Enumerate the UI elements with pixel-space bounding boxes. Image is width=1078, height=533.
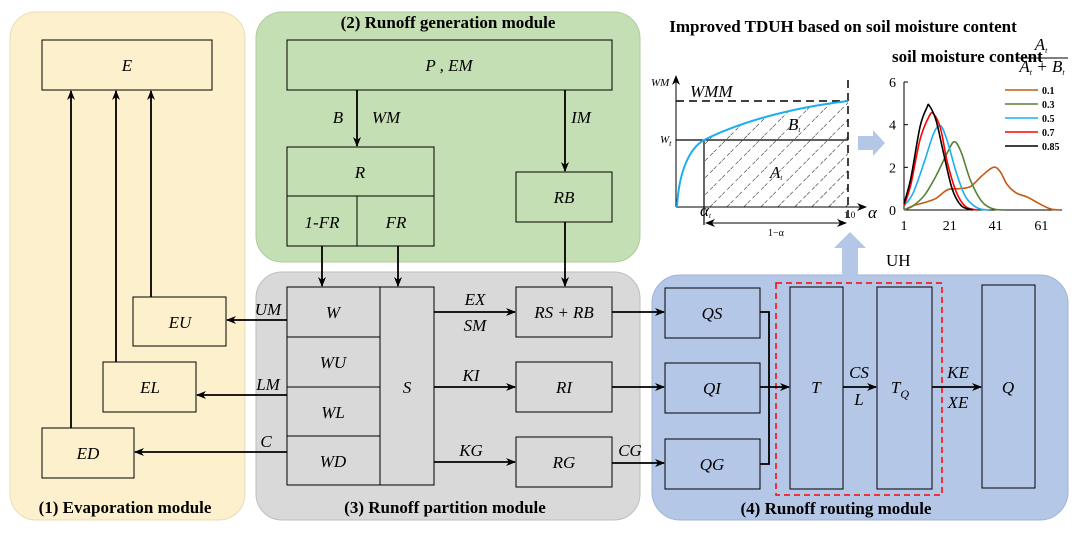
label-IM: IM bbox=[570, 108, 592, 127]
box-QG bbox=[664, 438, 761, 490]
series-line-0.5 bbox=[903, 124, 989, 211]
y-tick-label: 6 bbox=[889, 76, 896, 91]
label-RB: RB bbox=[553, 188, 575, 207]
at-label: At bbox=[769, 163, 783, 182]
label-S: S bbox=[403, 378, 412, 397]
box-W-column bbox=[286, 286, 381, 486]
label-L: L bbox=[853, 390, 863, 409]
box-RB-gen bbox=[515, 171, 613, 223]
alpha-t-label: αt bbox=[700, 201, 712, 220]
y-tick-label: 0 bbox=[889, 204, 896, 219]
evaporation-module-title: (1) Evaporation module bbox=[39, 498, 212, 517]
label-E: E bbox=[121, 56, 133, 75]
box-S bbox=[379, 286, 435, 486]
wm-axis-label: WM bbox=[651, 77, 670, 89]
label-WM: WM bbox=[372, 108, 401, 127]
wt-label: Wt bbox=[660, 134, 672, 148]
box-QS bbox=[664, 287, 761, 339]
box-T bbox=[789, 286, 844, 490]
label-WU: WU bbox=[320, 353, 348, 372]
label-QS: QS bbox=[702, 304, 723, 323]
label-UM: UM bbox=[255, 300, 282, 319]
label-CG: CG bbox=[618, 441, 642, 460]
label-RI: RI bbox=[555, 378, 573, 397]
label-R: R bbox=[354, 163, 366, 182]
series-line-0.85 bbox=[903, 103, 973, 211]
uh-arrow bbox=[834, 232, 866, 276]
bt-label: Bt bbox=[788, 115, 801, 134]
label-ED: ED bbox=[76, 444, 100, 463]
tduh-title: Improved TDUH based on soil moisture con… bbox=[669, 17, 1017, 36]
box-EU bbox=[132, 296, 227, 347]
label-RS-RB: RS + RB bbox=[533, 303, 594, 322]
label-CS: CS bbox=[849, 363, 869, 382]
label-KG: KG bbox=[458, 441, 483, 460]
legend-label: 0.3 bbox=[1042, 100, 1055, 111]
right-arrow bbox=[858, 130, 885, 156]
svg-text:At: At bbox=[1034, 35, 1048, 55]
label-WD: WD bbox=[320, 452, 347, 471]
alpha-axis-label: α bbox=[868, 203, 878, 222]
chart-title: soil moisture content bbox=[892, 47, 1043, 66]
x-tick-label: 1 bbox=[901, 219, 908, 234]
tduh-highlight-box bbox=[775, 282, 943, 496]
label-W: W bbox=[326, 303, 342, 322]
label-WL: WL bbox=[321, 403, 345, 422]
series-line-0.3 bbox=[903, 140, 1005, 211]
label-FR: FR bbox=[385, 213, 407, 232]
box-E bbox=[41, 39, 213, 91]
box-EL bbox=[102, 361, 197, 413]
x-tick-label: 41 bbox=[989, 219, 1003, 234]
series-line-0.7 bbox=[903, 111, 978, 211]
label-EU: EU bbox=[168, 313, 193, 332]
legend-label: 0.85 bbox=[1042, 142, 1060, 153]
label-EX: EX bbox=[464, 290, 486, 309]
partition-module-title: (3) Runoff partition module bbox=[344, 498, 546, 517]
svg-text:At + Bt: At + Bt bbox=[1018, 57, 1065, 77]
generation-module-title: (2) Runoff generation module bbox=[341, 13, 556, 32]
box-QI bbox=[664, 362, 761, 414]
label-Q: Q bbox=[1002, 378, 1014, 397]
x-tick-label: 21 bbox=[943, 219, 957, 234]
label-C: C bbox=[260, 432, 272, 451]
label-T: T bbox=[811, 378, 822, 397]
box-RI bbox=[515, 361, 613, 413]
legend-label: 0.1 bbox=[1042, 86, 1055, 97]
storage-curve-plot: WM WMM Wt Bt At αt 1.0 α 1−α bbox=[651, 75, 878, 239]
span-label: 1−α bbox=[768, 228, 785, 239]
label-EL: EL bbox=[139, 378, 160, 397]
label-UH: UH bbox=[886, 251, 911, 270]
label-1-FR: 1-FR bbox=[305, 213, 341, 232]
label-LM: LM bbox=[255, 375, 280, 394]
label-SM: SM bbox=[464, 316, 488, 335]
label-QI: QI bbox=[703, 379, 722, 398]
label-XE: XE bbox=[947, 393, 969, 412]
label-P-EM: P , EM bbox=[424, 56, 473, 75]
label-KI: KI bbox=[462, 366, 481, 385]
y-tick-label: 2 bbox=[889, 161, 896, 176]
label-TQ: TQ bbox=[891, 378, 909, 401]
one-label: 1.0 bbox=[844, 210, 856, 220]
storage-capacity-curve bbox=[676, 100, 849, 208]
box-ED bbox=[41, 427, 135, 479]
series-line-0.1 bbox=[903, 166, 1060, 211]
y-tick-label: 4 bbox=[889, 119, 896, 134]
label-RG: RG bbox=[552, 453, 576, 472]
legend-label: 0.7 bbox=[1042, 128, 1055, 139]
label-QG: QG bbox=[700, 455, 725, 474]
box-TQ bbox=[876, 286, 933, 490]
legend-label: 0.5 bbox=[1042, 114, 1055, 125]
box-RS-RB bbox=[515, 286, 613, 338]
label-B: B bbox=[333, 108, 344, 127]
box-Q bbox=[981, 284, 1036, 489]
x-tick-label: 61 bbox=[1034, 219, 1048, 234]
box-P-EM bbox=[286, 39, 613, 91]
wmm-label: WMM bbox=[690, 82, 733, 101]
label-KE: KE bbox=[946, 363, 969, 382]
routing-module-title: (4) Runoff routing module bbox=[741, 499, 932, 518]
box-RG bbox=[515, 436, 613, 488]
